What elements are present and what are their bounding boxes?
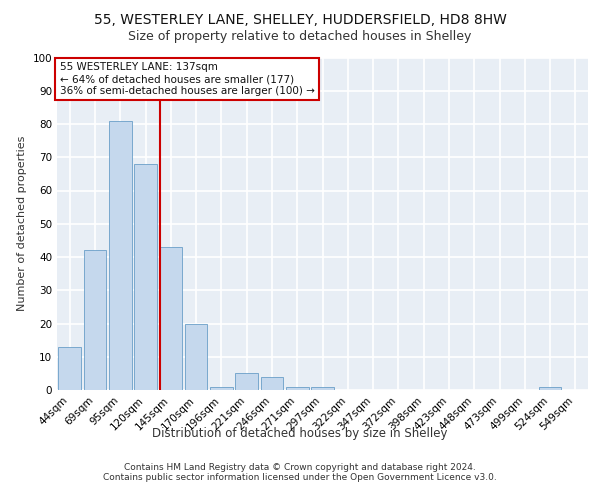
Bar [134,164,157,390]
Bar [83,250,106,390]
Text: 55 WESTERLEY LANE: 137sqm
← 64% of detached houses are smaller (177)
36% of semi: 55 WESTERLEY LANE: 137sqm ← 64% of detac… [59,62,314,96]
Bar [311,386,334,390]
Text: Contains HM Land Registry data © Crown copyright and database right 2024.
Contai: Contains HM Land Registry data © Crown c… [103,462,497,482]
Text: 55, WESTERLEY LANE, SHELLEY, HUDDERSFIELD, HD8 8HW: 55, WESTERLEY LANE, SHELLEY, HUDDERSFIEL… [94,12,506,26]
Bar [539,386,562,390]
Y-axis label: Number of detached properties: Number of detached properties [17,136,27,312]
Bar [210,386,233,390]
Bar [260,376,283,390]
Bar [160,247,182,390]
Text: Size of property relative to detached houses in Shelley: Size of property relative to detached ho… [128,30,472,43]
Bar [109,120,131,390]
Bar [58,347,81,390]
Bar [185,324,208,390]
Bar [286,386,308,390]
Text: Distribution of detached houses by size in Shelley: Distribution of detached houses by size … [152,428,448,440]
Bar [235,374,258,390]
